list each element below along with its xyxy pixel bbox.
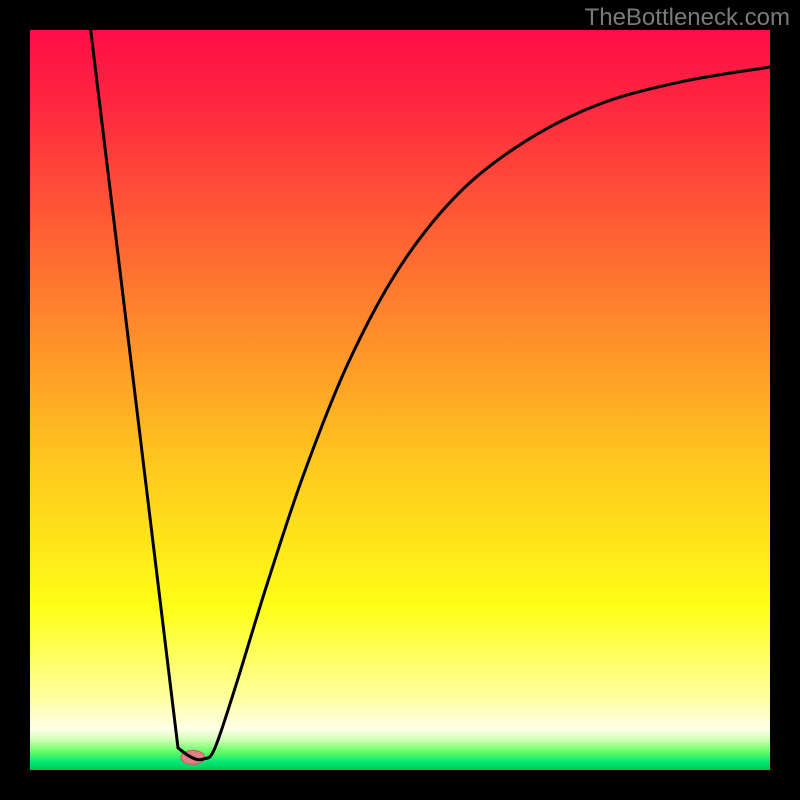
chart-container: TheBottleneck.com [0, 0, 800, 800]
plot-background [30, 30, 770, 770]
gradient-rect [30, 30, 770, 770]
watermark-text: TheBottleneck.com [585, 4, 790, 32]
